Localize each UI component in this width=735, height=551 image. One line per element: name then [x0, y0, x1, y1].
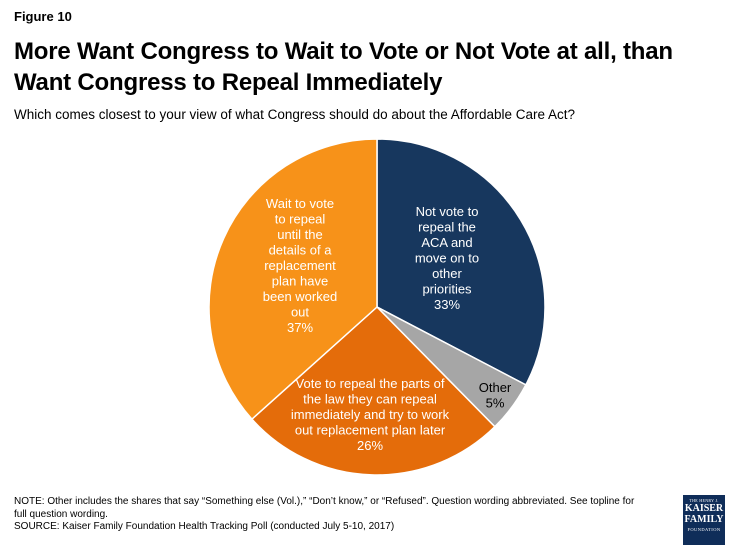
slice-label-line: out replacement plan later	[295, 423, 446, 438]
slice-label-line: repeal the	[418, 220, 476, 235]
slice-label-line: 26%	[357, 438, 383, 453]
slice-label-line: immediately and try to work	[291, 407, 450, 422]
slice-label-line: plan have	[272, 274, 328, 289]
slice-label-line: move on to	[415, 251, 479, 266]
slice-label-line: Other	[479, 380, 512, 395]
slice-label-line: 37%	[287, 320, 313, 335]
slice-label-line: other	[432, 266, 462, 281]
slice-label-line: details of a	[269, 243, 333, 258]
pie-slice	[250, 305, 496, 476]
slice-label-line: out	[291, 305, 309, 320]
pie-slice	[376, 138, 546, 386]
chart-note: NOTE: Other includes the shares that say…	[14, 496, 664, 534]
chart-subtitle: Which comes closest to your view of what…	[14, 107, 576, 122]
source-line: SOURCE: Kaiser Family Foundation Health …	[14, 521, 395, 532]
note-line: full question wording.	[14, 508, 108, 520]
chart-title: More Want Congress to Wait to Vote or No…	[14, 38, 673, 96]
slice-label-line: to repeal	[275, 212, 326, 227]
slice-label-line: the law they can repeal	[303, 392, 437, 407]
slice-label-line: Not vote to	[416, 204, 479, 219]
slice-label-line: Vote to repeal the parts of	[296, 376, 445, 391]
slice-label: Not vote to repeal the ACA and move on to ot…	[415, 204, 479, 312]
slice-label-line: until the	[277, 227, 323, 242]
slice-label: Wait to vote to repeal until the details of…	[263, 196, 337, 335]
slice-label-line: Wait to vote	[266, 196, 334, 211]
slice-label-line: 5%	[486, 396, 505, 411]
slice-label-line: priorities	[422, 282, 472, 297]
slice-label-line: been worked	[263, 289, 337, 304]
kff-logo: THE HENRY J. KAISER FAMILY FOUNDATION	[683, 495, 725, 545]
slice-label: Other 5%	[479, 380, 512, 411]
slice-label: Vote to repeal the parts of the law they …	[291, 376, 450, 453]
figure-label: Figure 10	[14, 9, 72, 24]
slice-label-line: replacement	[264, 258, 336, 273]
note-line: NOTE: Other includes the shares that say…	[14, 496, 635, 507]
slice-label-line: ACA and	[421, 235, 472, 250]
pie-slice	[208, 138, 378, 421]
slice-label-line: 33%	[434, 297, 460, 312]
